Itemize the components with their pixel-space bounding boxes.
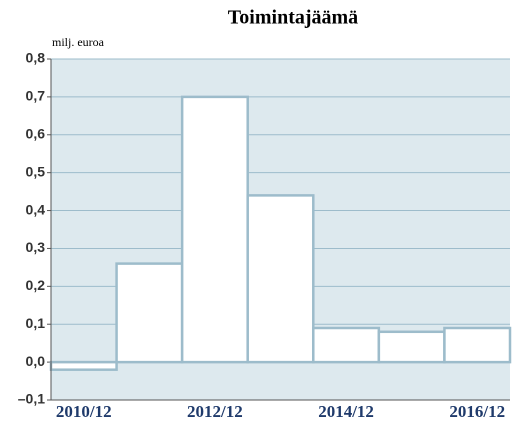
bar: [180, 95, 249, 364]
bar: [312, 326, 381, 364]
y-axis-label: milj. euroa: [52, 35, 105, 49]
x-tick-label: 2010/12: [56, 402, 112, 421]
x-tick-label: 2012/12: [187, 402, 243, 421]
bar: [115, 262, 184, 364]
y-tick-label: 0,8: [26, 50, 46, 66]
y-tick-label: 0,2: [26, 277, 46, 293]
bar: [246, 194, 315, 364]
y-tick-label: 0,7: [26, 88, 46, 104]
y-tick-label: –0,1: [18, 391, 45, 407]
x-tick-label: 2016/12: [449, 402, 505, 421]
x-tick-label: 2014/12: [318, 402, 374, 421]
y-tick-label: 0,6: [26, 125, 46, 141]
y-tick-label: 0,5: [26, 163, 46, 179]
bar: [443, 326, 512, 364]
bar: [377, 330, 446, 364]
y-tick-label: 0,4: [26, 201, 46, 217]
y-tick-label: 0,0: [26, 353, 46, 369]
chart-title: Toimintajäämä: [228, 7, 358, 29]
y-tick-label: 0,1: [26, 315, 46, 331]
y-tick-label: 0,3: [26, 239, 46, 255]
bar: [49, 360, 118, 371]
